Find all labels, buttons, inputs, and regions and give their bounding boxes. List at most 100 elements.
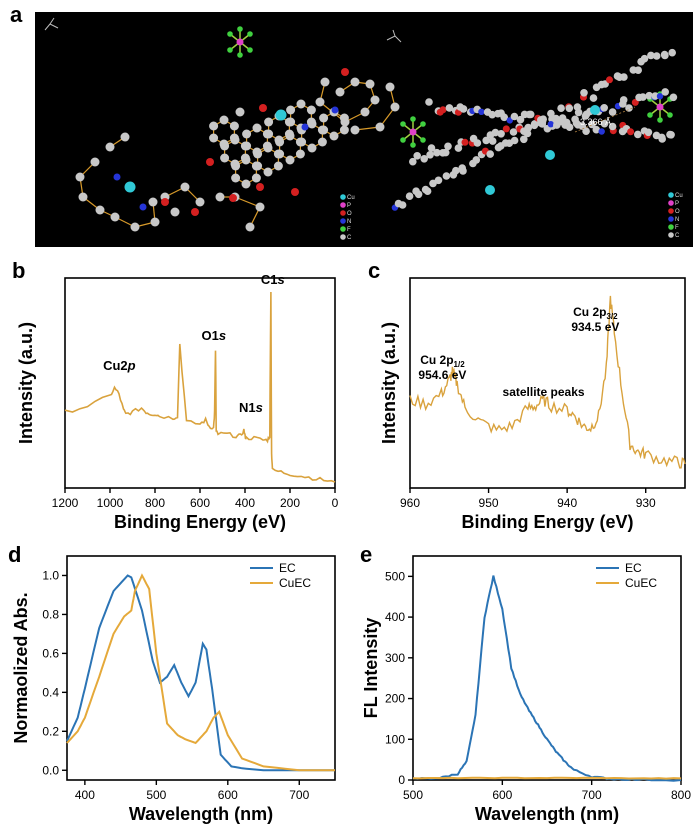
x-tick-label: 930 xyxy=(636,496,656,510)
atom-carbon xyxy=(285,131,295,141)
atom-carbon xyxy=(252,123,262,133)
atom-carbon xyxy=(253,149,263,159)
y-axis-label: Intensity (a.u.) xyxy=(379,322,399,444)
legend-label-cuec: CuEC xyxy=(625,576,657,590)
x-tick-label: 400 xyxy=(235,496,255,510)
legend-atom-cu xyxy=(668,192,674,198)
atom-carbon xyxy=(608,108,617,116)
atom-carbon xyxy=(229,133,239,143)
chart-e-fluorescence: 500 600 700 800 0 100 200 300 400 500 Wavelength (… xyxy=(361,555,691,824)
atom-carbon xyxy=(582,127,590,135)
atom-nitrogen xyxy=(139,203,147,211)
legend-element-c: C xyxy=(347,235,352,241)
atom-carbon xyxy=(459,167,467,175)
atom-carbon xyxy=(497,130,505,138)
legend-atom-p xyxy=(668,200,674,206)
peak-label-cu2p32: Cu 2p3/2 xyxy=(573,305,618,321)
atom-carbon xyxy=(420,155,429,163)
atom-fluorine xyxy=(667,112,673,118)
axis-glyph xyxy=(44,17,59,31)
atom-copper xyxy=(590,105,600,115)
legend-atom-n xyxy=(340,218,346,224)
atom-oxygen xyxy=(259,104,267,112)
atom-fluorine xyxy=(237,26,243,32)
legend-label-ec: EC xyxy=(625,561,642,575)
atom-carbon xyxy=(263,143,273,153)
crystal-structure-image: 3.366 Å Cu P O N F C Cu P O N F C xyxy=(35,12,693,247)
x-tick-label: 400 xyxy=(75,788,95,802)
atom-carbon xyxy=(425,98,433,106)
x-tick-label: 800 xyxy=(145,496,165,510)
atom-carbon xyxy=(295,149,305,159)
atom-oxygen xyxy=(627,128,635,136)
atom-carbon xyxy=(245,222,255,232)
atom-phosphorus xyxy=(236,38,244,46)
y-axis-label: Normaolized Abs. xyxy=(11,592,31,743)
atom-carbon xyxy=(524,124,532,132)
atom-carbon xyxy=(339,125,349,135)
atom-carbon xyxy=(574,108,583,117)
x-tick-label: 950 xyxy=(479,496,499,510)
atom-carbon xyxy=(286,105,296,115)
atom-carbon xyxy=(307,119,317,129)
atom-carbon xyxy=(486,150,495,158)
x-axis-label: Binding Energy (eV) xyxy=(461,512,633,532)
atom-carbon xyxy=(661,88,669,96)
atom-carbon xyxy=(231,161,241,171)
atom-carbon xyxy=(365,79,375,89)
x-axis-label: Wavelength (nm) xyxy=(129,804,273,824)
legend-atom-cu xyxy=(340,194,346,200)
atom-fluorine xyxy=(237,52,243,58)
peak-energy-cu2p32: 934.5 eV xyxy=(571,320,619,334)
abs-line-cuec xyxy=(66,573,335,772)
atom-fluorine xyxy=(227,31,233,37)
atom-oxygen xyxy=(439,106,447,114)
atom-carbon xyxy=(445,104,454,112)
atom-fluorine xyxy=(247,31,253,37)
atom-carbon xyxy=(285,155,295,165)
atom-carbon xyxy=(441,148,450,157)
legend-atom-c xyxy=(668,232,674,238)
atom-carbon xyxy=(170,207,180,217)
y-tick-label: 1.0 xyxy=(42,568,59,582)
y-tick-label: 500 xyxy=(385,569,405,583)
y-axis-label: FL Intensity xyxy=(361,618,381,719)
xps-survey-line xyxy=(64,291,336,483)
y-tick-label: 400 xyxy=(385,610,405,624)
atom-carbon xyxy=(253,161,263,171)
chart-d-absorption: 400 500 600 700 0.0 0.2 0.4 0.6 0.8 1.0 Wavelength… xyxy=(11,555,336,824)
atom-oxygen xyxy=(461,138,469,146)
atom-oxygen xyxy=(502,125,510,133)
x-tick-label: 700 xyxy=(582,788,602,802)
x-tick-label: 0 xyxy=(332,496,339,510)
atom-carbon xyxy=(600,119,609,128)
atom-carbon xyxy=(275,149,285,159)
atom-carbon xyxy=(375,122,385,132)
atom-oxygen xyxy=(256,183,264,191)
atom-carbon xyxy=(209,121,219,131)
atom-carbon xyxy=(130,222,140,232)
atom-carbon xyxy=(340,117,350,127)
atom-carbon xyxy=(195,197,205,207)
peak-label-n1: N1s xyxy=(239,400,263,415)
x-tick-label: 500 xyxy=(403,788,423,802)
y-tick-label: 100 xyxy=(385,732,405,746)
atom-carbon xyxy=(263,167,273,177)
atom-carbon xyxy=(488,110,497,119)
atom-fluorine xyxy=(400,121,406,127)
legend-element-cu: Cu xyxy=(675,193,683,199)
atom-carbon xyxy=(220,153,230,163)
panel-label-e: e xyxy=(360,542,373,567)
atom-carbon xyxy=(306,105,316,115)
legend-element-o: O xyxy=(347,211,352,217)
atom-carbon xyxy=(264,129,274,139)
x-tick-label: 940 xyxy=(557,496,577,510)
atom-fluorine xyxy=(410,142,416,148)
atom-oxygen xyxy=(161,198,169,206)
panel-label-b: b xyxy=(12,258,26,283)
legend-element-n: N xyxy=(347,219,351,225)
y-tick-label: 0.4 xyxy=(42,685,59,699)
legend-element-n: N xyxy=(675,217,679,223)
plot-frame xyxy=(66,555,336,781)
